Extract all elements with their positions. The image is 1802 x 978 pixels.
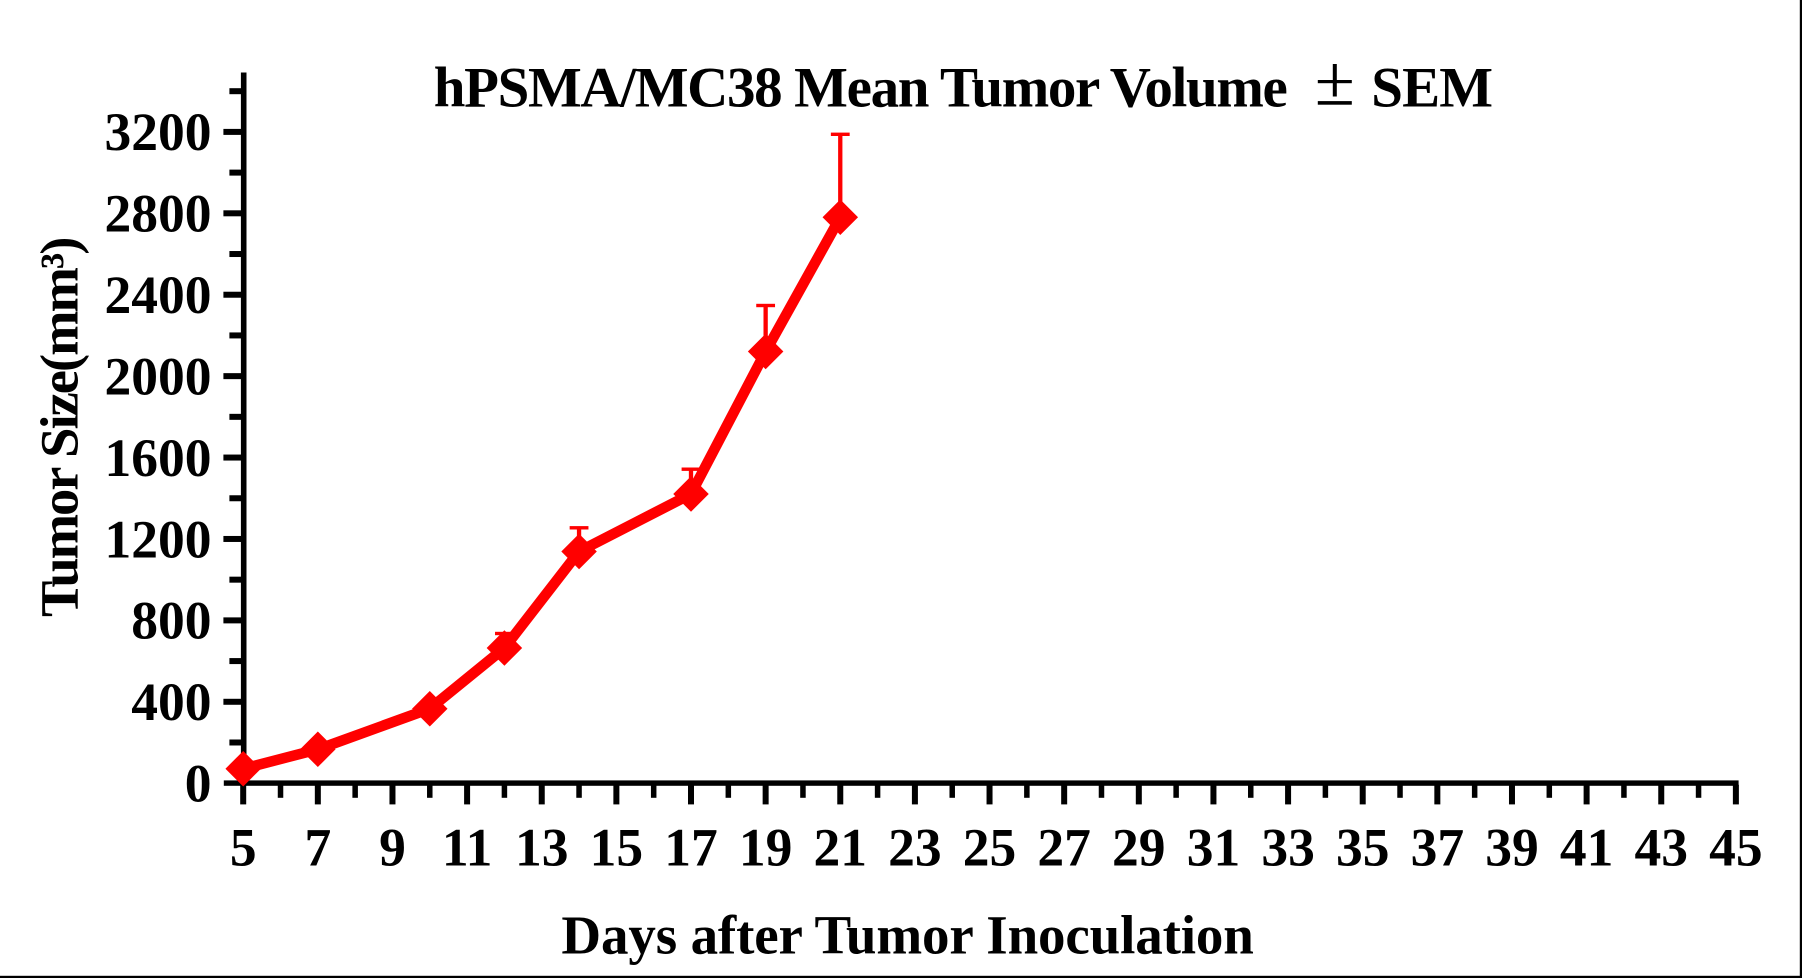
svg-text:hPSMA/MC38 Mean Tumor Volume: hPSMA/MC38 Mean Tumor Volume [434, 57, 1287, 120]
svg-text:33: 33 [1261, 818, 1315, 878]
svg-text:400: 400 [131, 672, 211, 732]
svg-text:17: 17 [664, 818, 718, 878]
svg-text:7: 7 [304, 818, 331, 878]
svg-text:23: 23 [888, 818, 942, 878]
svg-text:1200: 1200 [105, 509, 212, 569]
svg-text:1600: 1600 [105, 428, 212, 488]
svg-text:41: 41 [1560, 818, 1614, 878]
svg-text:21: 21 [814, 818, 868, 878]
svg-text:15: 15 [590, 818, 644, 878]
svg-text:43: 43 [1635, 818, 1689, 878]
svg-text:SEM: SEM [1371, 57, 1492, 120]
svg-text:9: 9 [379, 818, 406, 878]
svg-text:25: 25 [963, 818, 1017, 878]
svg-text:35: 35 [1336, 818, 1390, 878]
svg-text:2000: 2000 [105, 346, 212, 406]
svg-text:2800: 2800 [105, 184, 212, 244]
svg-text:13: 13 [515, 818, 569, 878]
svg-text:5: 5 [230, 818, 257, 878]
svg-text:39: 39 [1485, 818, 1539, 878]
svg-text:19: 19 [739, 818, 793, 878]
svg-text:37: 37 [1411, 818, 1465, 878]
svg-text:31: 31 [1187, 818, 1241, 878]
svg-text:800: 800 [131, 591, 211, 651]
svg-text:Days after Tumor Inoculation: Days after Tumor Inoculation [561, 905, 1253, 966]
svg-text:29: 29 [1112, 818, 1166, 878]
svg-text:45: 45 [1709, 818, 1763, 878]
svg-text:Tumor Size(mm³): Tumor Size(mm³) [29, 239, 90, 617]
svg-text:3200: 3200 [105, 102, 212, 162]
svg-text:2400: 2400 [105, 265, 212, 325]
svg-text:11: 11 [442, 818, 493, 878]
svg-text:0: 0 [185, 754, 212, 814]
svg-text:27: 27 [1037, 818, 1091, 878]
